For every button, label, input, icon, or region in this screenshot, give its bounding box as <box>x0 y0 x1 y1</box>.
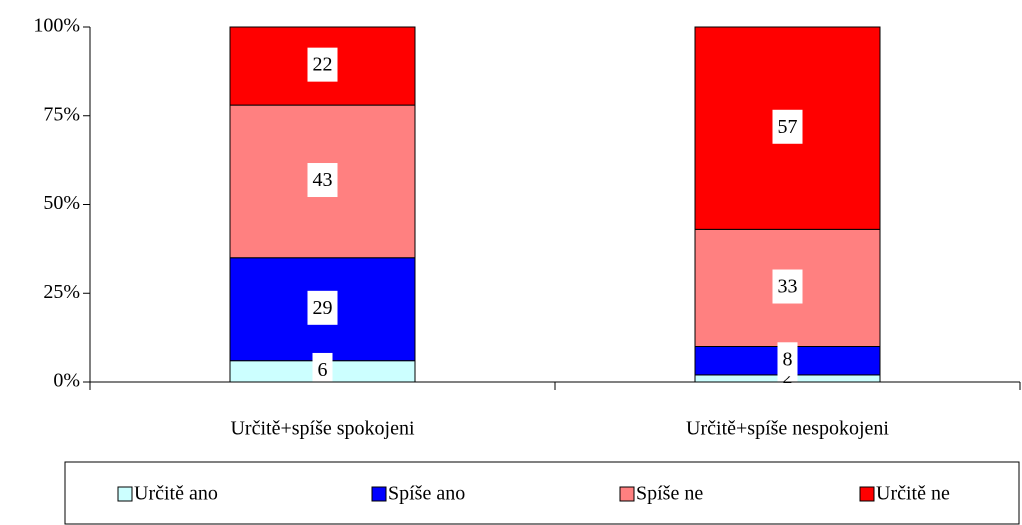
data-label: 33 <box>778 276 798 298</box>
data-label: 22 <box>313 54 333 76</box>
data-label-bg <box>777 342 798 377</box>
data-label: 6 <box>318 359 328 381</box>
y-tick-label: 75% <box>43 103 80 125</box>
data-label-bg <box>307 163 338 198</box>
legend-swatch <box>117 486 133 502</box>
data-label-bg <box>307 47 338 82</box>
y-tick-label: 100% <box>33 15 80 37</box>
data-label: 57 <box>778 116 798 138</box>
data-label: 2 <box>783 366 793 388</box>
legend-label: Určitě ano <box>134 483 218 505</box>
data-label-bg <box>312 352 333 387</box>
legend-swatch <box>859 486 875 502</box>
legend-label: Určitě ne <box>876 483 950 505</box>
x-tick-label: Určitě+spíše spokojeni <box>230 418 414 440</box>
legend-swatch <box>371 486 387 502</box>
data-label: 43 <box>313 169 333 191</box>
y-tick-label: 50% <box>43 192 80 214</box>
x-tick-label: Určitě+spíše nespokojeni <box>686 418 889 440</box>
data-label-bg <box>772 109 803 144</box>
legend-label: Spíše ano <box>388 483 465 505</box>
data-label-bg <box>772 269 803 304</box>
data-label: 29 <box>313 297 333 319</box>
data-label-bg <box>307 290 338 325</box>
y-tick-label: 25% <box>43 281 80 303</box>
legend-label: Spíše ne <box>636 483 703 505</box>
y-tick-label: 0% <box>53 370 80 392</box>
legend-swatch <box>619 486 635 502</box>
data-label: 8 <box>783 348 793 370</box>
